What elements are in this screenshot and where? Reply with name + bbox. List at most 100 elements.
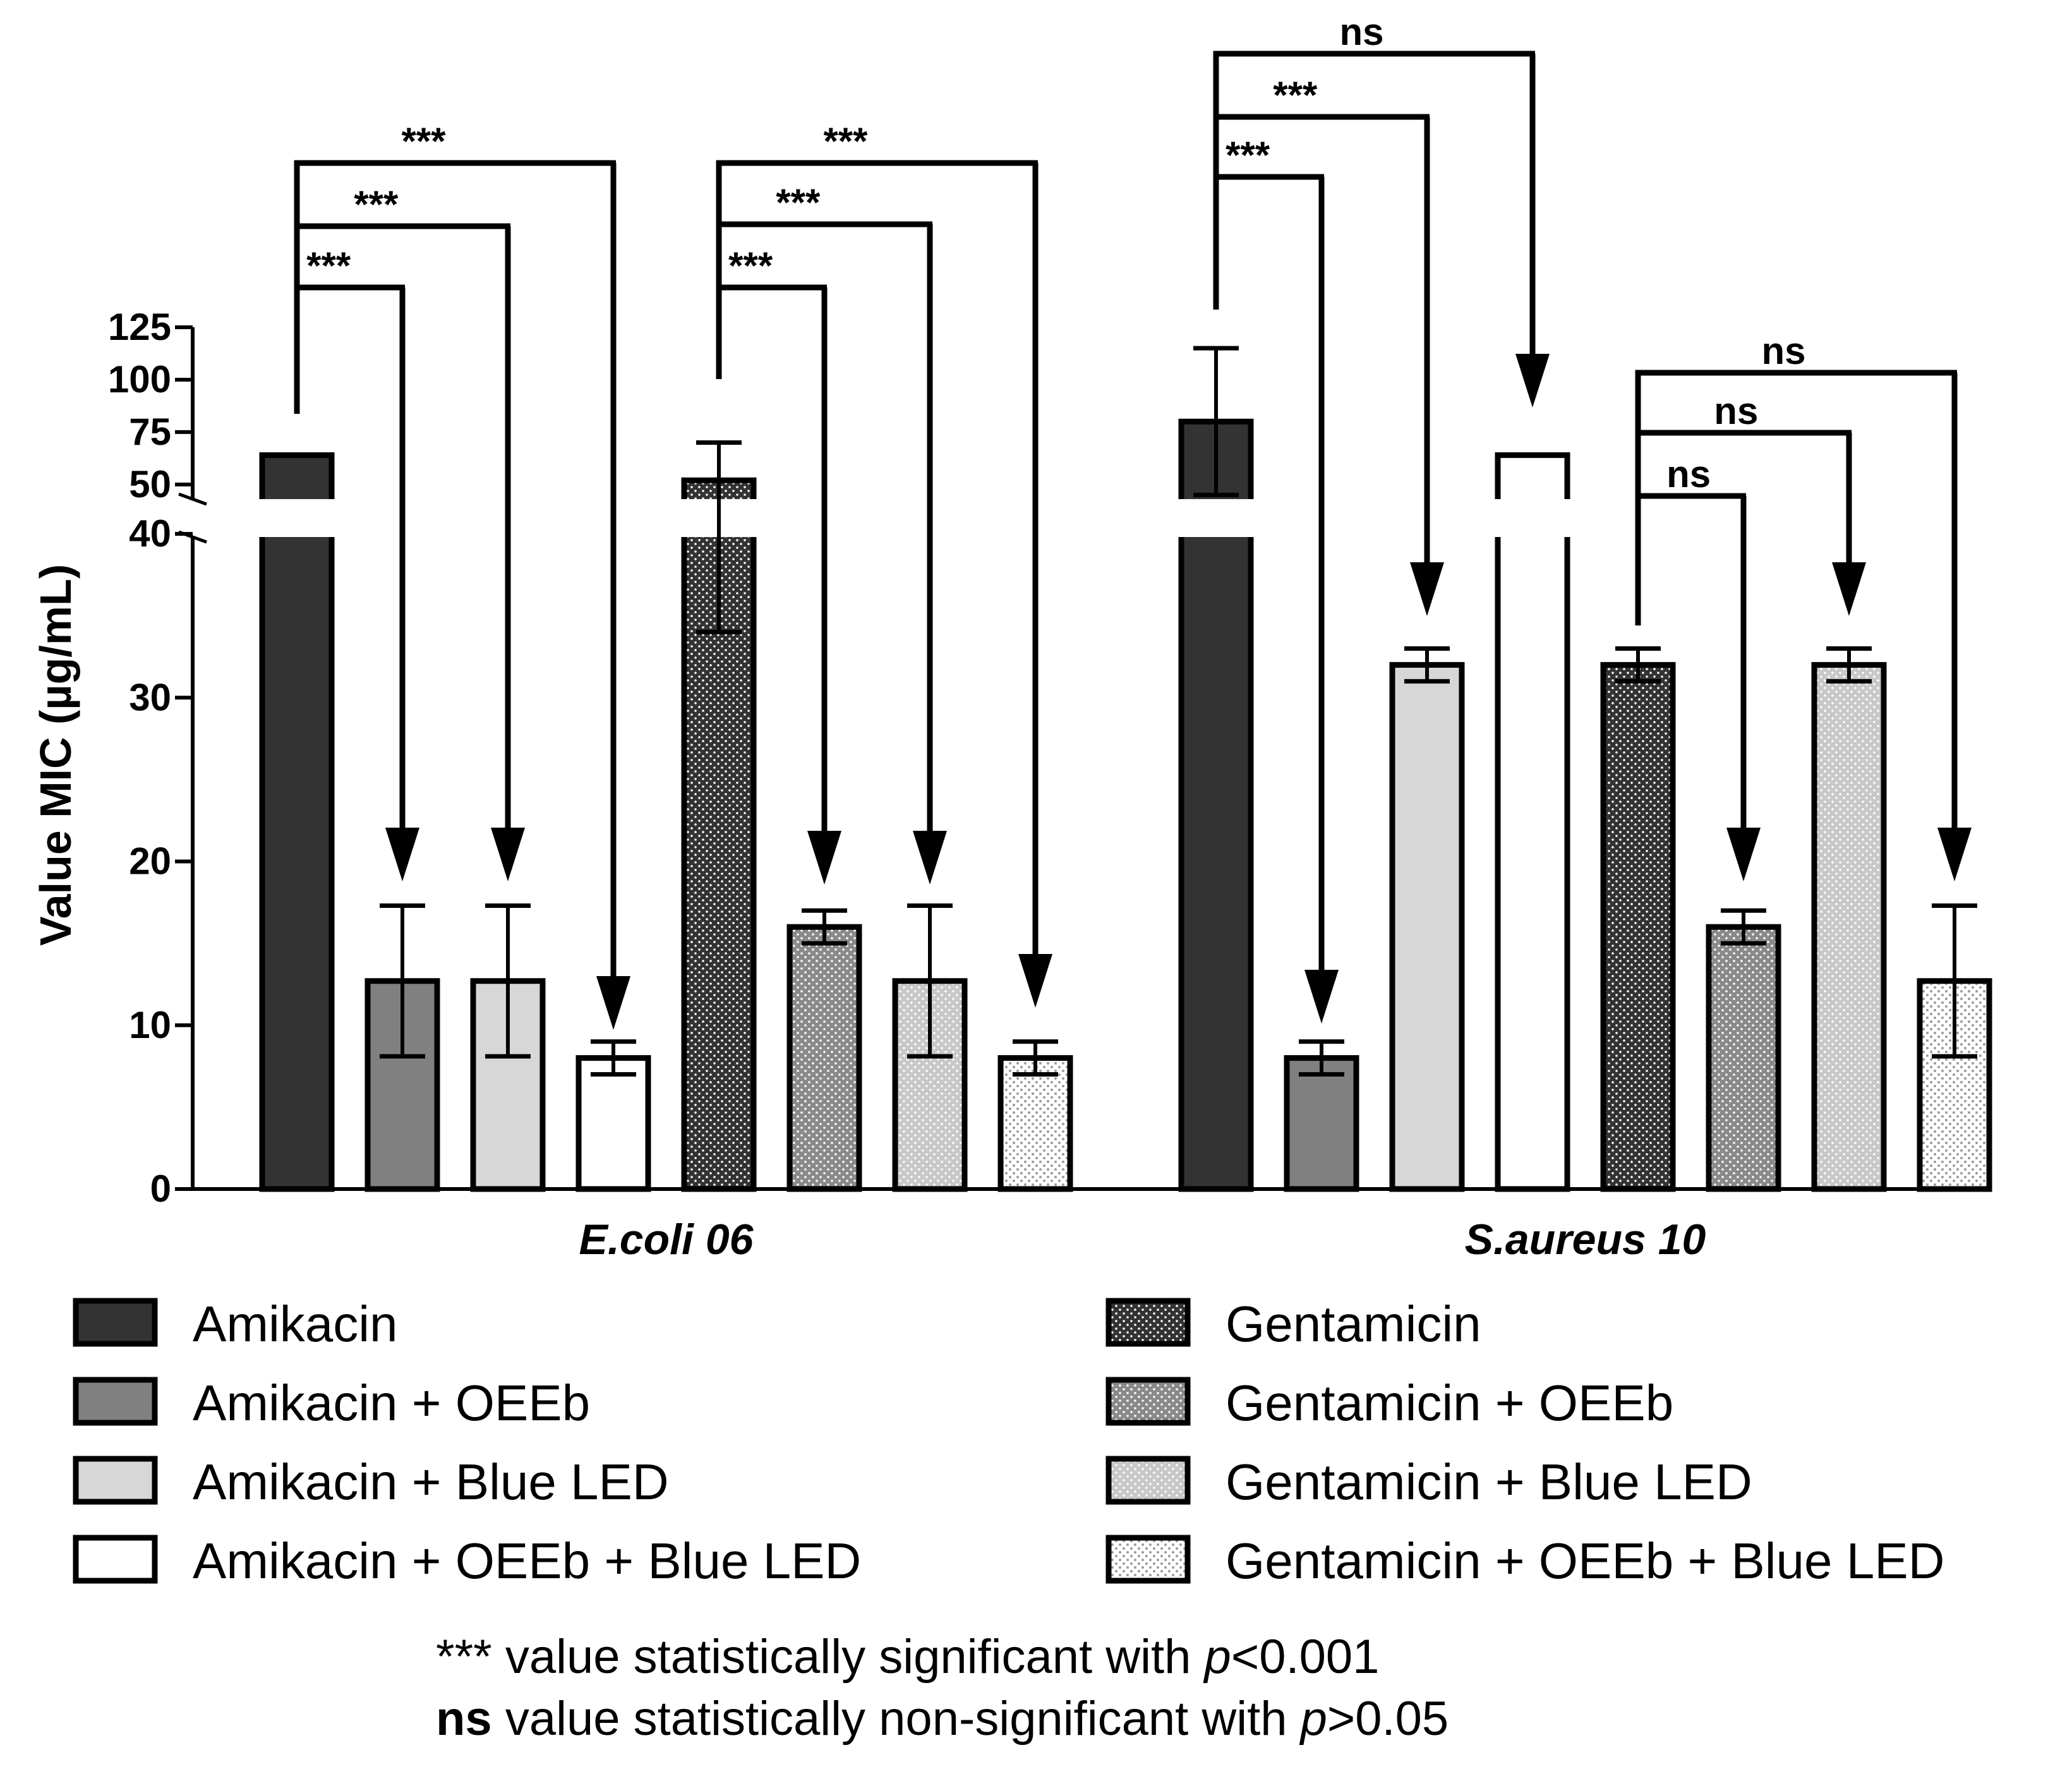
legend: Amikacin Amikacin + OEEb Amikacin + Blue L… — [73, 1296, 1944, 1589]
legend-item: Amikacin — [73, 1296, 398, 1352]
legend-label: Amikacin + OEEb + Blue LED — [193, 1533, 861, 1589]
legend-swatch — [73, 1377, 158, 1426]
bar-rect — [470, 978, 546, 1192]
bar-solid-dark — [259, 452, 335, 1192]
significance-label: ns — [1339, 11, 1383, 53]
legend-swatch — [1105, 1456, 1191, 1505]
bar-dots-white — [997, 1039, 1073, 1192]
bar-outline-lower — [681, 537, 757, 1192]
y-tick-label: 30 — [129, 676, 171, 718]
x-category-label: S.aureus 10 — [1465, 1216, 1706, 1264]
comparison-bracket: *** — [1213, 134, 1339, 1023]
y-tick-label: 100 — [108, 358, 171, 401]
arrow-head — [1832, 562, 1866, 616]
arrow-head — [1018, 954, 1052, 1008]
y-tick-label: 40 — [129, 512, 171, 555]
bar-dots-light — [1811, 646, 1887, 1192]
legend-item: Amikacin + OEEb — [73, 1375, 590, 1431]
bar-rect — [1706, 924, 1781, 1192]
legend-item: Gentamicin + OEEb + Blue LED — [1105, 1533, 1944, 1589]
legend-item: Amikacin + OEEb + Blue LED — [73, 1533, 861, 1589]
footnote-nonsignificant: ns value statistically non-significant w… — [436, 1692, 1449, 1746]
bar-outline-upper — [1495, 452, 1570, 499]
bar-rect-lower — [684, 537, 754, 1189]
comparison-bracket: ns — [1213, 11, 1550, 408]
legend-label: Gentamicin + Blue LED — [1226, 1454, 1752, 1510]
bar-rect-lower — [1498, 537, 1567, 1189]
y-tick-label: 0 — [150, 1168, 171, 1210]
footnote-condition: >0.05 — [1327, 1692, 1449, 1746]
legend-label: Gentamicin + OEEb + Blue LED — [1226, 1533, 1944, 1589]
significance-label: *** — [354, 183, 399, 226]
legend-item: Amikacin + Blue LED — [73, 1454, 669, 1510]
bar-dots-white — [1917, 903, 1992, 1192]
bar-outline-lower — [1178, 537, 1254, 1192]
bar-rect-lower — [1181, 537, 1251, 1189]
legend-label: Gentamicin + OEEb — [1226, 1375, 1673, 1431]
footnote-p: p — [1299, 1692, 1327, 1746]
arrow-head — [1937, 828, 1972, 881]
legend-label: Amikacin + OEEb — [193, 1375, 590, 1431]
legend-label: Amikacin — [193, 1296, 398, 1352]
significance-label: *** — [306, 245, 351, 287]
bar-rect-lower — [262, 537, 332, 1189]
footnote-significant: *** value statistically significant with… — [436, 1630, 1379, 1684]
bars — [259, 346, 1992, 1192]
bar-dots-light — [892, 903, 968, 1192]
significance-label: *** — [728, 245, 773, 287]
comparison-bracket: ns — [1635, 330, 1972, 881]
y-tick-label: 75 — [129, 411, 171, 453]
y-tick-label: 50 — [129, 463, 171, 505]
significance-label: *** — [401, 120, 446, 162]
legend-swatch — [73, 1298, 158, 1347]
arrow-head — [807, 831, 841, 884]
bar-outline-lower — [1495, 537, 1570, 1192]
y-tick-label: 10 — [129, 1004, 171, 1046]
bar-dots-mid — [1706, 908, 1781, 1192]
bar-rect — [997, 1055, 1073, 1192]
legend-swatch — [1105, 1377, 1191, 1426]
bar-dots-dark — [1600, 646, 1676, 1192]
legend-item: Gentamicin — [1105, 1296, 1481, 1352]
legend-swatch — [73, 1456, 158, 1505]
bar-rect-upper — [1498, 455, 1567, 499]
significance-label: *** — [1226, 134, 1270, 176]
bar-outline-upper — [259, 452, 335, 499]
y-axis-label: Value MIC (µg/mL) — [31, 564, 80, 946]
arrow-head — [913, 831, 947, 884]
bar-solid-light — [470, 903, 546, 1192]
legend-label: Amikacin + Blue LED — [193, 1454, 669, 1510]
bar-rect — [575, 1055, 651, 1192]
arrow-head — [1726, 828, 1761, 881]
x-category-label: E.coli 06 — [579, 1216, 754, 1264]
legend-item: Gentamicin + Blue LED — [1105, 1454, 1752, 1510]
significance-label: *** — [776, 181, 821, 224]
footnote-p: p — [1203, 1630, 1231, 1684]
arrow-head — [1304, 970, 1339, 1023]
comparison-bracket: ns — [1635, 390, 1866, 625]
footnote-symbol: ns — [436, 1692, 492, 1746]
footnote-text: value statistically non-significant with — [492, 1692, 1301, 1746]
footnote-symbol: *** — [436, 1630, 492, 1684]
arrow-head — [385, 828, 419, 881]
legend-label: Gentamicin — [1226, 1296, 1481, 1352]
bar-rect — [1389, 661, 1465, 1192]
bar-solid-white — [575, 1039, 651, 1192]
bar-dots-mid — [786, 908, 862, 1192]
arrow-head — [491, 828, 525, 881]
axis-break-mark — [178, 492, 207, 506]
bar-solid-light — [1389, 646, 1465, 1192]
legend-swatch — [73, 1535, 158, 1584]
comparison-bracket: *** — [716, 120, 1052, 1008]
legend-swatch — [1105, 1535, 1191, 1584]
significance-label: ns — [1761, 330, 1805, 372]
comparison-bracket: *** — [716, 245, 841, 884]
comparison-bracket: *** — [294, 120, 630, 1030]
bar-solid-dark — [1178, 346, 1254, 1192]
arrow-head — [1410, 562, 1444, 616]
legend-item: Gentamicin + OEEb — [1105, 1375, 1673, 1431]
bar-solid-mid — [364, 903, 440, 1192]
bar-rect — [786, 924, 862, 1192]
